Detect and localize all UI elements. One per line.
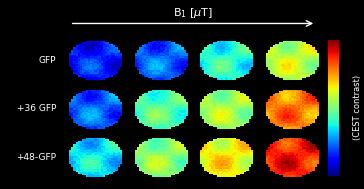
Text: GFP: GFP — [39, 56, 56, 65]
Text: (CEST contrast): (CEST contrast) — [353, 75, 362, 140]
Text: +48-GFP: +48-GFP — [16, 153, 56, 162]
Text: B$_1$ [$\mu$T]: B$_1$ [$\mu$T] — [173, 6, 213, 20]
Text: +36 GFP: +36 GFP — [17, 104, 56, 113]
